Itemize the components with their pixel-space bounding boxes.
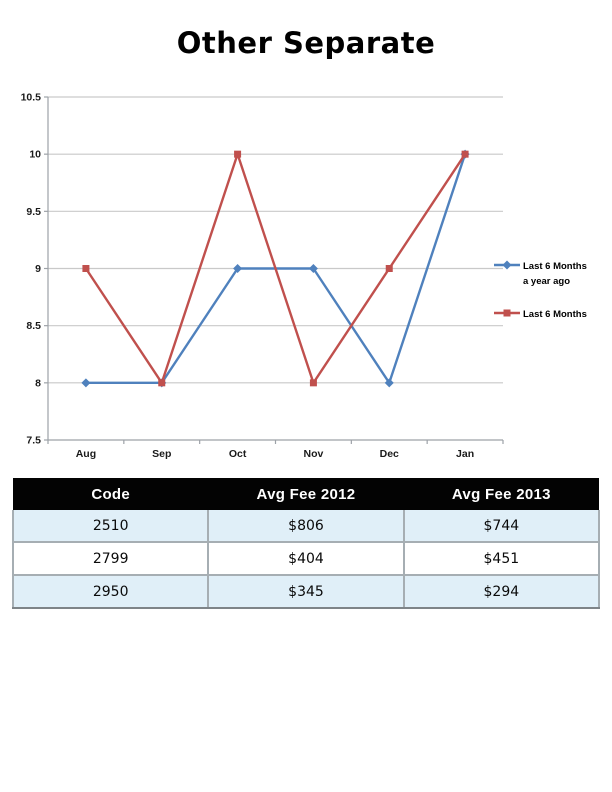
series-line-last-6-months xyxy=(84,152,467,385)
line-chart: 7.5 8 8.5 9 9.5 10 10.5 Aug Sep Oct Nov Dec Jan Last … xyxy=(21,92,587,461)
data-point-last-6-months-a-year-ago xyxy=(308,264,318,273)
data-point-last-6-months-a-year-ago xyxy=(384,378,394,388)
column-header-avg-fee-2012: Avg Fee 2012 xyxy=(208,478,404,510)
data-point-last-6-months xyxy=(82,265,90,272)
data-point-last-6-months xyxy=(461,150,469,158)
table-cell: 2799 xyxy=(11,541,210,576)
table-cell: 2510 xyxy=(11,510,210,543)
data-point-last-6-months xyxy=(234,150,242,158)
data-point-last-6-months xyxy=(158,379,166,387)
y-tick-label: 10.5 xyxy=(21,92,42,104)
y-tick-label: 10 xyxy=(29,149,41,161)
y-tick-label: 8.5 xyxy=(26,320,41,332)
x-tick-label: Nov xyxy=(303,448,323,460)
data-point-last-6-months xyxy=(385,265,393,272)
y-tick-label: 9.5 xyxy=(26,206,41,218)
page-title: Other Separate xyxy=(176,26,436,60)
table-row: 2950 $345 $294 xyxy=(11,574,601,609)
table-row: 2799 $404 $451 xyxy=(11,541,601,576)
data-point-last-6-months xyxy=(309,379,317,387)
table-cell: $451 xyxy=(402,541,601,576)
x-tick-label: Aug xyxy=(76,448,96,460)
x-tick-label: Sep xyxy=(152,448,171,460)
column-header-avg-fee-2013: Avg Fee 2013 xyxy=(403,478,599,510)
column-header-code: Code xyxy=(13,478,209,510)
legend-label: a year ago xyxy=(523,276,570,287)
legend-label: Last 6 Months xyxy=(523,309,587,320)
data-point-last-6-months-a-year-ago xyxy=(233,264,243,273)
x-tick-label: Dec xyxy=(380,448,399,460)
table-cell: 2950 xyxy=(11,574,210,609)
data-point-last-6-months-a-year-ago xyxy=(502,260,512,270)
fee-table-body: 2510 $806 $744 2799 $404 $451 2950 $345 $294 xyxy=(11,510,601,609)
y-tick-label: 9 xyxy=(35,263,41,275)
x-tick-label: Oct xyxy=(229,448,247,460)
table-cell: $294 xyxy=(402,574,601,609)
legend-label: Last 6 Months xyxy=(523,261,587,272)
fee-table-header: Code Avg Fee 2012 Avg Fee 2013 xyxy=(13,478,599,510)
table-cell: $744 xyxy=(402,510,601,543)
y-tick-label: 7.5 xyxy=(26,435,41,447)
y-tick-label: 8 xyxy=(35,377,41,389)
table-cell: $806 xyxy=(207,510,405,543)
data-point-last-6-months xyxy=(503,309,511,317)
x-tick-label: Jan xyxy=(456,448,474,460)
table-row: 2510 $806 $744 xyxy=(11,510,601,543)
fee-table: Code Avg Fee 2012 Avg Fee 2013 2510 $806 $… xyxy=(11,478,601,609)
table-cell: $345 xyxy=(207,574,405,609)
header-row: Code Avg Fee 2012 Avg Fee 2013 xyxy=(13,478,599,510)
table-cell: $404 xyxy=(207,541,405,576)
data-point-last-6-months-a-year-ago xyxy=(81,378,91,388)
